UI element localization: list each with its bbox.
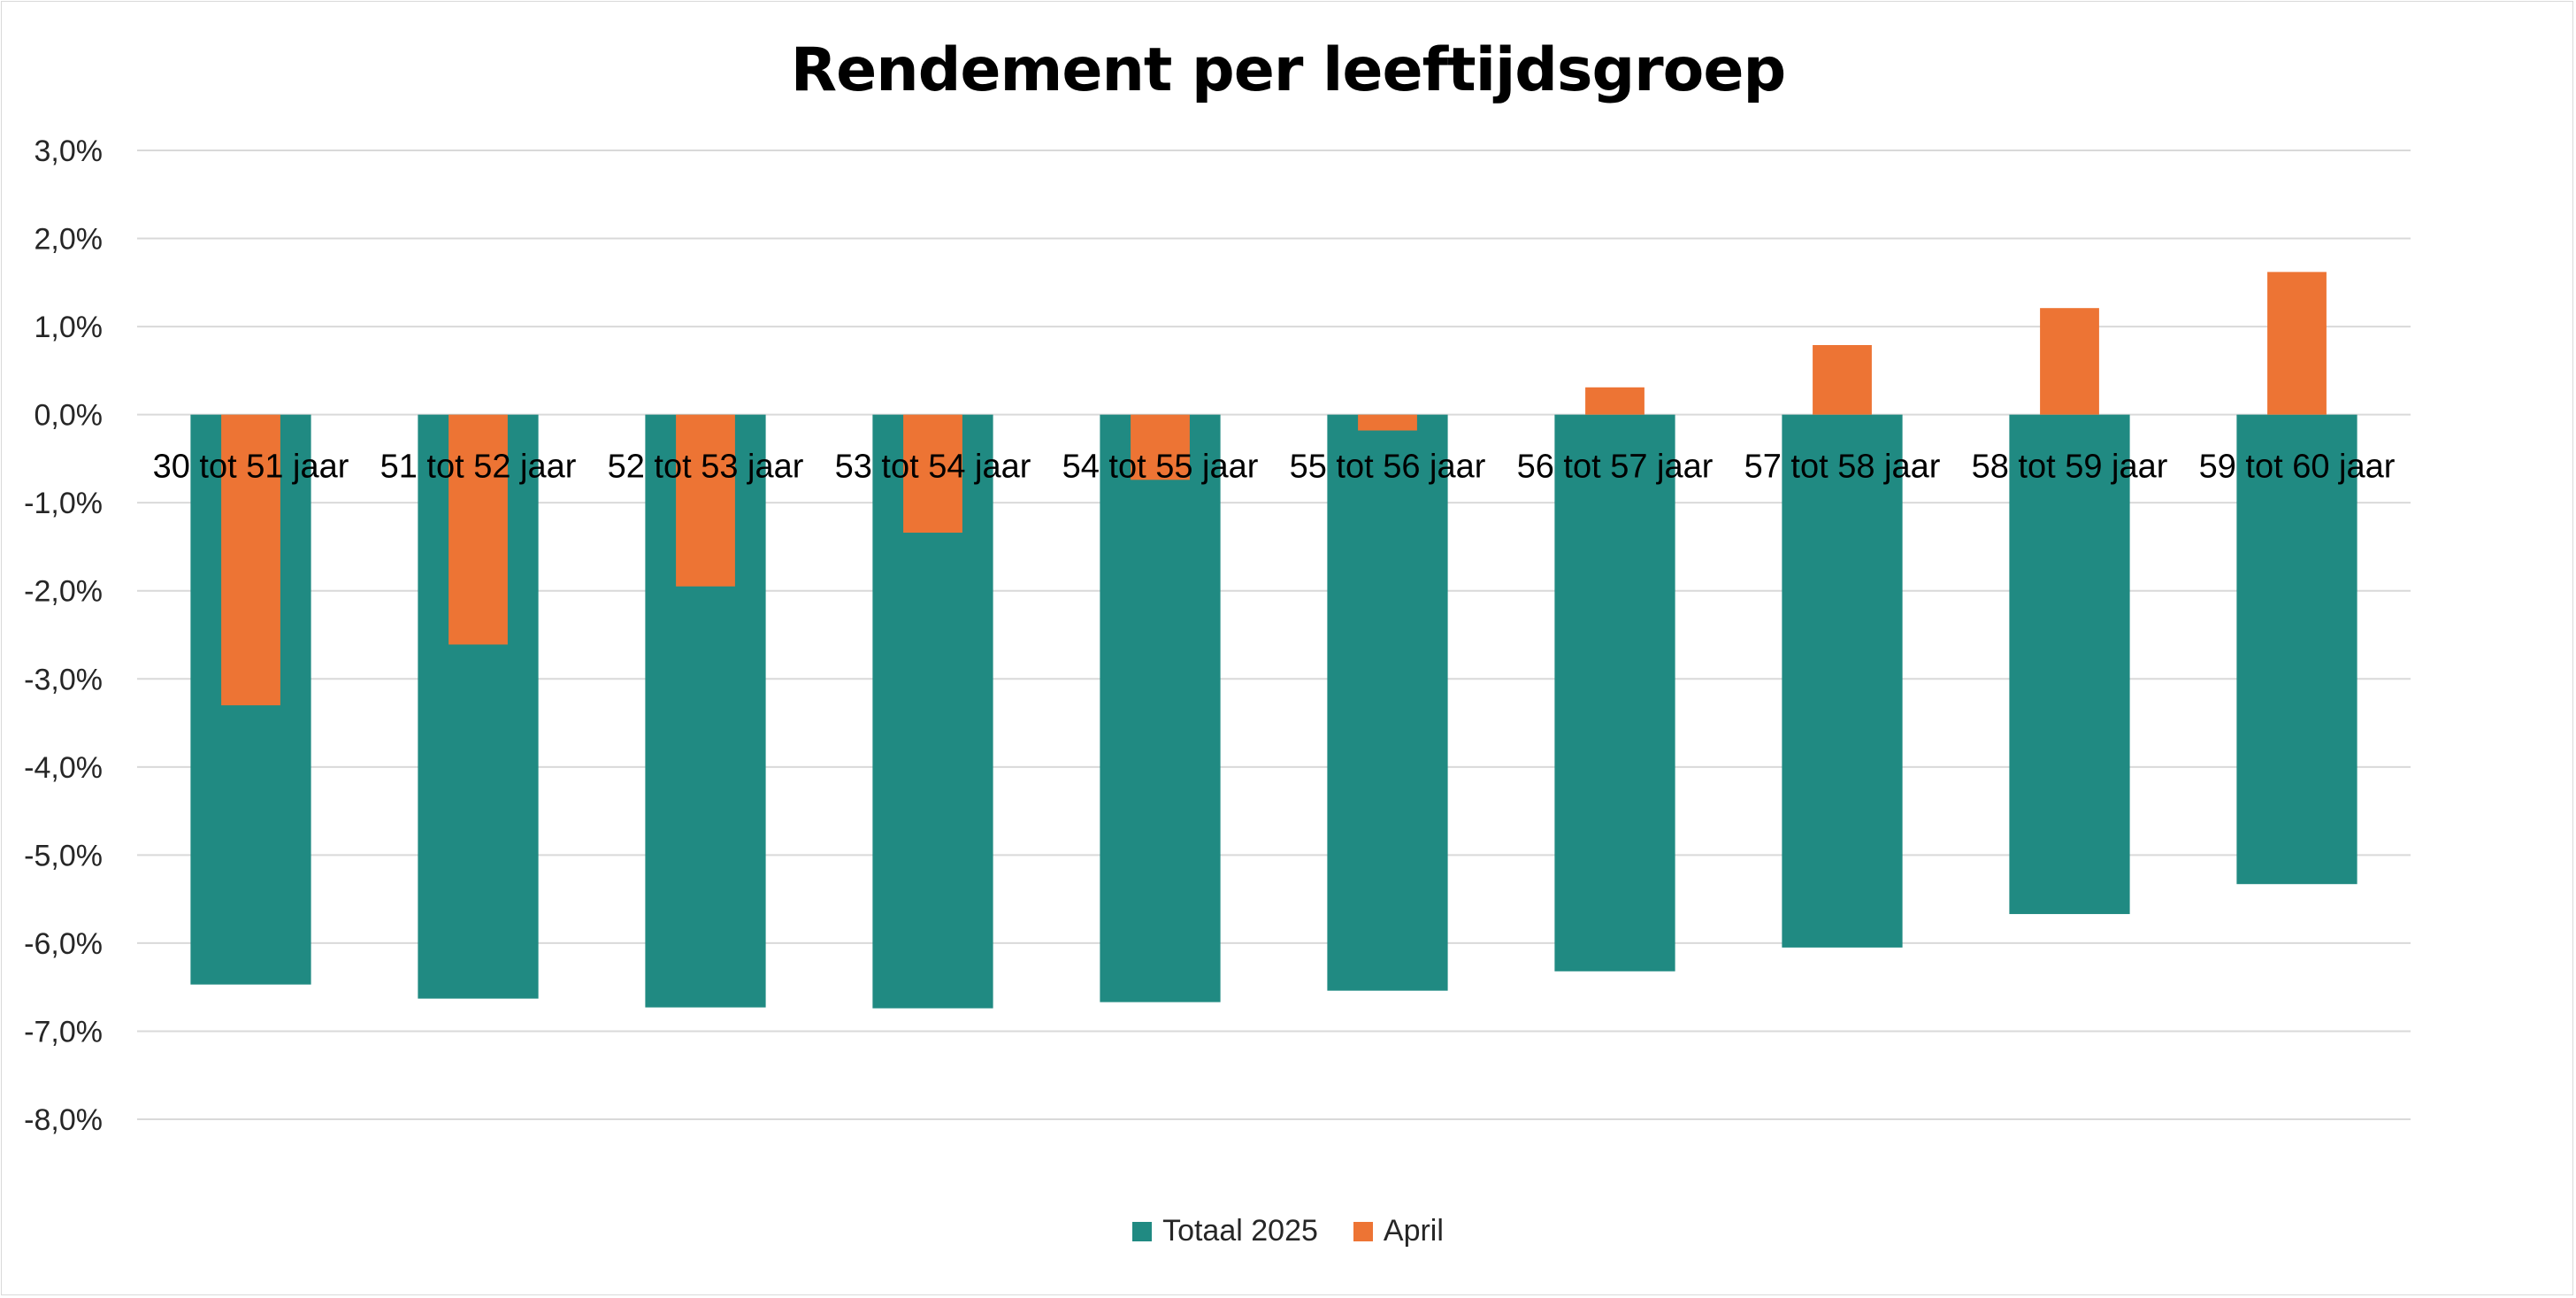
bar-totaal-2025: [1782, 414, 1903, 948]
bar-april: [2267, 272, 2327, 415]
legend-label-april: April: [1383, 1214, 1444, 1248]
y-tick-label: -5,0%: [24, 839, 103, 872]
x-category-label: 30 tot 51 jaar: [153, 449, 349, 486]
chart-title: Rendement per leeftijdsgroep: [790, 35, 1786, 105]
y-tick-label: -4,0%: [24, 751, 103, 785]
bar-totaal-2025: [2009, 414, 2130, 915]
x-category-label: 58 tot 59 jaar: [1972, 449, 2168, 486]
bar-april: [676, 414, 735, 587]
legend-swatch-april: [1353, 1221, 1373, 1241]
y-tick-label: -3,0%: [24, 663, 103, 696]
y-tick-label: -1,0%: [24, 487, 103, 520]
y-tick-label: -6,0%: [24, 927, 103, 961]
x-category-label: 51 tot 52 jaar: [380, 449, 577, 486]
bar-april: [221, 414, 280, 706]
y-tick-label: 1,0%: [34, 311, 104, 344]
legend-item-totaal: Totaal 2025: [1132, 1214, 1318, 1248]
bar-april: [903, 414, 962, 534]
legend-label-totaal: Totaal 2025: [1162, 1214, 1318, 1248]
bar-april: [1131, 414, 1190, 480]
bar-april: [2040, 308, 2099, 415]
bar-totaal-2025: [1100, 414, 1221, 1002]
legend-swatch-totaal: [1132, 1221, 1153, 1241]
x-category-label: 55 tot 56 jaar: [1290, 449, 1486, 486]
y-tick-label: 0,0%: [34, 399, 104, 433]
x-category-label: 52 tot 53 jaar: [608, 449, 804, 486]
bar-april: [1813, 344, 1872, 415]
x-category-label: 59 tot 60 jaar: [2199, 449, 2396, 486]
x-category-label: 54 tot 55 jaar: [1062, 449, 1259, 486]
bar-totaal-2025: [1554, 414, 1675, 972]
y-tick-label: 3,0%: [34, 134, 104, 168]
x-category-label: 56 tot 57 jaar: [1517, 449, 1714, 486]
y-tick-label: 2,0%: [34, 223, 104, 257]
y-tick-label: -2,0%: [24, 575, 103, 609]
bar-totaal-2025: [2236, 414, 2358, 885]
y-tick-label: -7,0%: [24, 1015, 103, 1048]
bar-april: [1358, 414, 1417, 431]
legend: Totaal 2025 April: [0, 1214, 2576, 1248]
bar-april: [448, 414, 508, 645]
bar-totaal-2025: [1327, 414, 1448, 991]
x-category-label: 57 tot 58 jaar: [1744, 449, 1941, 486]
legend-item-april: April: [1353, 1214, 1444, 1248]
bar-april: [1585, 387, 1644, 415]
y-tick-label: -8,0%: [24, 1103, 103, 1137]
x-category-label: 53 tot 54 jaar: [835, 449, 1031, 486]
